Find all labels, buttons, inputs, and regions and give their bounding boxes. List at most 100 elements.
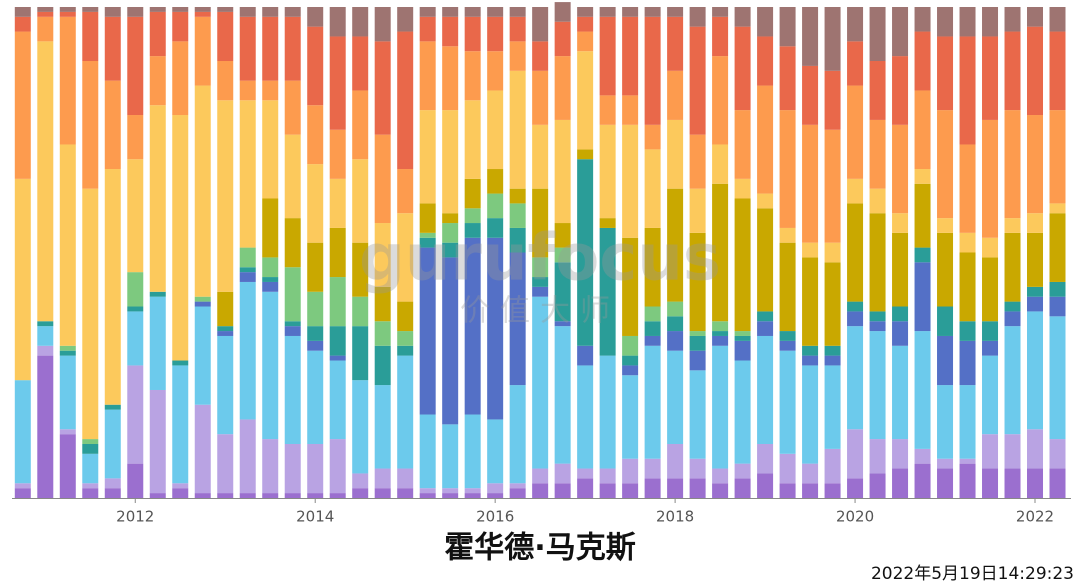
bar-segment <box>239 281 256 420</box>
bar-segment <box>419 237 436 248</box>
bar-segment <box>824 355 841 366</box>
bar-segment <box>622 16 639 96</box>
bar-segment <box>419 16 436 42</box>
bar-segment <box>464 414 481 489</box>
x-tick-label: 2022 <box>1016 508 1054 526</box>
timestamp: 2022年5月19日14:29:23 <box>871 564 1074 583</box>
bar-segment <box>397 331 414 346</box>
bar-segment <box>329 360 346 440</box>
bar-segment <box>712 468 729 484</box>
bar-segment <box>959 7 976 37</box>
bar-segment <box>554 119 571 224</box>
bar-segment <box>779 453 796 484</box>
bar-segment <box>712 7 729 17</box>
bar-segment <box>532 468 549 484</box>
bar-segment <box>1027 26 1044 116</box>
bar-segment <box>959 458 976 464</box>
bar-segment <box>239 493 256 498</box>
bar-segment <box>959 385 976 459</box>
bar-segment <box>397 169 414 214</box>
bar-segment <box>1004 468 1021 498</box>
bar-segment <box>59 355 76 430</box>
bar-segment <box>689 232 706 332</box>
bar-segment <box>892 468 909 498</box>
x-tick-label: 2018 <box>656 508 694 526</box>
bar-segment <box>982 321 999 341</box>
bar-segment <box>644 306 661 322</box>
bar-segment <box>712 16 729 57</box>
bar-segment <box>982 7 999 37</box>
bar-segment <box>509 188 526 204</box>
bar-segment <box>757 7 774 37</box>
bar-segment <box>464 178 481 209</box>
bar-segment <box>1027 468 1044 498</box>
bar-segment <box>464 100 481 179</box>
bar-segment <box>37 16 54 42</box>
bar-segment <box>59 11 76 17</box>
bar-segment <box>532 188 549 258</box>
bar-segment <box>419 414 436 489</box>
bar-segment <box>644 16 661 125</box>
bar-segment <box>374 223 391 287</box>
bar-segment <box>959 340 976 386</box>
bar-segment <box>734 478 751 498</box>
bar-segment <box>104 404 121 410</box>
bar-segment <box>1049 316 1066 440</box>
bar-segment <box>262 7 279 17</box>
bar-segment <box>194 16 211 86</box>
bar-segment <box>239 16 256 81</box>
bar-segment <box>802 65 819 125</box>
bar-segment <box>82 488 99 498</box>
bar-segment <box>757 208 774 312</box>
bar-segment <box>329 493 346 498</box>
bar-segment <box>667 119 684 189</box>
bar-segment <box>262 493 279 498</box>
bar-segment <box>599 468 616 484</box>
bar-segment <box>284 16 301 81</box>
bar-segment <box>734 331 751 336</box>
bar-segment <box>329 326 346 356</box>
bar-segment <box>352 7 369 37</box>
bar-segment <box>352 326 369 381</box>
bar-segment <box>689 350 706 371</box>
bar-segment <box>734 198 751 332</box>
bar-segment <box>1004 218 1021 233</box>
bar-segment <box>487 218 504 238</box>
bar-segment <box>869 439 886 474</box>
bar-segment <box>284 267 301 322</box>
bar-segment <box>689 370 706 459</box>
bar-segment <box>194 11 211 17</box>
bar-segment <box>599 227 616 356</box>
bar-segment <box>104 409 121 479</box>
bar-segment <box>352 380 369 474</box>
bar-segment <box>464 51 481 101</box>
bar-segment <box>487 419 504 484</box>
bar-segment <box>779 340 796 351</box>
bar-segment <box>914 331 931 449</box>
bar-segment <box>442 213 459 224</box>
bar-segment <box>622 7 639 17</box>
bar-segment <box>1049 439 1066 469</box>
bar-segment <box>14 483 31 489</box>
bar-segment <box>577 51 594 150</box>
bar-segment <box>622 375 639 459</box>
bar-segment <box>239 272 256 282</box>
bar-segment <box>824 70 841 130</box>
bar-segment <box>14 380 31 484</box>
bar-segment <box>442 46 459 111</box>
bar-segment <box>397 301 414 332</box>
bar-segment <box>712 335 729 346</box>
bar-segment <box>689 26 706 135</box>
bar-segment <box>689 458 706 479</box>
bar-segment <box>577 159 594 346</box>
bar-segment <box>869 213 886 312</box>
bar-segment <box>172 483 189 489</box>
bar-segment <box>959 252 976 322</box>
bar-segment <box>82 453 99 484</box>
bar-segment <box>284 218 301 268</box>
bar-segment <box>217 335 234 435</box>
bar-segment <box>599 95 616 125</box>
bar-segment <box>284 326 301 336</box>
bar-segment <box>509 203 526 228</box>
bar-segment <box>37 41 54 322</box>
